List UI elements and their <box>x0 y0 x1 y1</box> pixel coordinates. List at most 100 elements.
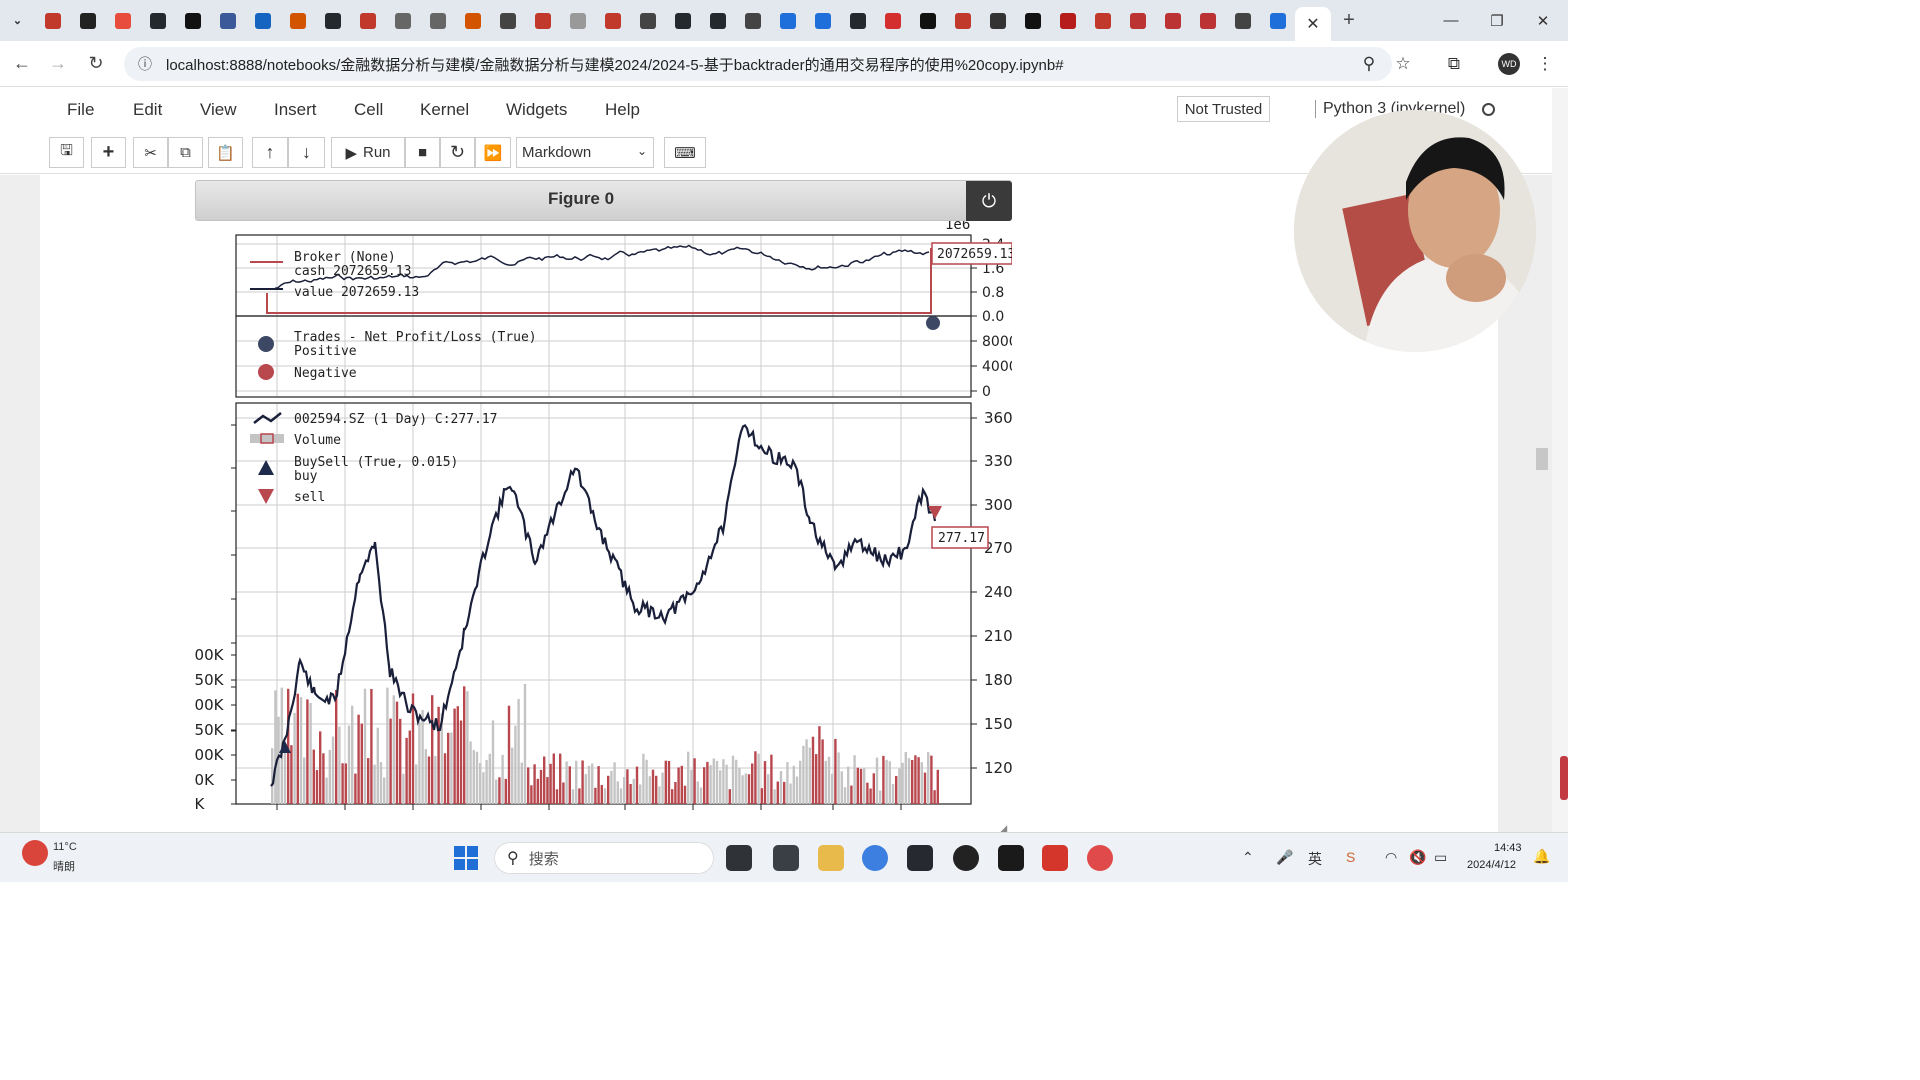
bookmark-star-icon[interactable]: ☆ <box>1395 54 1411 73</box>
inner-scrollbar-thumb[interactable] <box>1536 448 1548 470</box>
menu-edit[interactable]: Edit <box>133 100 163 119</box>
notification-icon[interactable]: 🔔 <box>1533 848 1551 864</box>
page-scrollbar[interactable] <box>1552 88 1568 832</box>
browser-tab[interactable] <box>910 0 945 41</box>
new-tab-icon[interactable]: + <box>1343 9 1355 31</box>
clock-date[interactable]: 2024/4/12 <box>1467 859 1516 871</box>
tab-list-icon[interactable]: ⌄ <box>0 0 35 41</box>
browser-tab[interactable] <box>315 0 350 41</box>
browser-tab[interactable] <box>1260 0 1295 41</box>
browser-tab[interactable] <box>700 0 735 41</box>
clock-app-icon[interactable] <box>953 845 979 871</box>
browser-tab[interactable] <box>735 0 770 41</box>
browser-tab[interactable] <box>140 0 175 41</box>
interrupt-icon[interactable]: ■ <box>405 137 440 168</box>
browser-tab[interactable] <box>280 0 315 41</box>
chrome-icon[interactable] <box>862 845 888 871</box>
menu-cell[interactable]: Cell <box>354 100 384 119</box>
restart-run-all-icon[interactable]: ⏩ <box>475 137 511 168</box>
browser-tab[interactable] <box>1120 0 1155 41</box>
browser-tab[interactable] <box>1190 0 1225 41</box>
reload-icon[interactable]: ↻ <box>88 53 104 73</box>
browser-tab[interactable] <box>630 0 665 41</box>
browser-tab[interactable] <box>980 0 1015 41</box>
resize-handle-icon[interactable]: ◢ <box>998 822 1008 836</box>
browser-tab[interactable] <box>840 0 875 41</box>
start-icon[interactable] <box>454 846 478 870</box>
power-icon[interactable]: ⏻ <box>966 181 1012 221</box>
clock-time[interactable]: 14:43 <box>1494 842 1522 854</box>
browser-tab[interactable] <box>490 0 525 41</box>
close-window-icon[interactable]: ✕ <box>1536 12 1550 30</box>
browser-tab[interactable] <box>350 0 385 41</box>
copy-icon[interactable]: ⧉ <box>168 137 203 168</box>
run-button[interactable]: ▶ Run <box>331 137 405 168</box>
site-info-icon[interactable]: ⓘ <box>138 56 152 72</box>
browser-tab[interactable] <box>770 0 805 41</box>
active-tab[interactable]: ✕ <box>1295 7 1331 41</box>
task-view-icon[interactable] <box>726 845 752 871</box>
tray-overflow-icon[interactable]: ⌃ <box>1242 849 1254 865</box>
browser-tab[interactable] <box>665 0 700 41</box>
browser-tab[interactable] <box>385 0 420 41</box>
menu-widgets[interactable]: Widgets <box>506 100 568 119</box>
back-icon[interactable]: ← <box>13 53 31 73</box>
move-up-icon[interactable]: ↑ <box>252 137 288 168</box>
taskbar-search[interactable]: ⚲ 搜索 <box>494 842 714 874</box>
browser-tab[interactable] <box>105 0 140 41</box>
cell-type-select[interactable]: Markdown ⌄ <box>516 137 654 168</box>
file-explorer-icon[interactable] <box>818 845 844 871</box>
forward-icon[interactable]: → <box>49 53 67 73</box>
move-down-icon[interactable]: ↓ <box>288 137 325 168</box>
microphone-icon[interactable]: 🎤 <box>1276 849 1294 865</box>
wps-icon[interactable] <box>1042 845 1068 871</box>
browser-tab[interactable] <box>525 0 560 41</box>
browser-tab[interactable] <box>595 0 630 41</box>
browser-tab[interactable] <box>560 0 595 41</box>
address-bar[interactable]: ⓘ localhost:8888/notebooks/金融数据分析与建模/金融数… <box>124 47 1392 81</box>
close-tab-icon[interactable]: ✕ <box>1306 16 1320 33</box>
media-player-icon[interactable] <box>998 845 1024 871</box>
browser-tab[interactable] <box>875 0 910 41</box>
browser-tab[interactable] <box>210 0 245 41</box>
weather-icon[interactable] <box>22 840 48 866</box>
insert-cell-icon[interactable]: + <box>91 137 126 168</box>
browser-tab[interactable] <box>1050 0 1085 41</box>
wifi-icon[interactable]: ◠ <box>1385 849 1398 865</box>
browser-tab[interactable] <box>455 0 490 41</box>
url-text[interactable]: localhost:8888/notebooks/金融数据分析与建模/金融数据分… <box>166 56 1064 74</box>
extensions-icon[interactable]: ⧉ <box>1447 54 1461 73</box>
browser-tab[interactable] <box>1085 0 1120 41</box>
paste-icon[interactable]: 📋 <box>208 137 243 168</box>
save-icon[interactable]: 🖫 <box>49 137 84 168</box>
restore-icon[interactable]: ❐ <box>1490 12 1504 30</box>
battery-icon[interactable]: ▭ <box>1434 849 1448 865</box>
profile-avatar[interactable]: WD <box>1492 41 1526 87</box>
terminal-app-icon[interactable] <box>773 845 799 871</box>
browser-tab[interactable] <box>35 0 70 41</box>
browser-tab[interactable] <box>1015 0 1050 41</box>
menu-help[interactable]: Help <box>605 100 640 119</box>
powershell-icon[interactable] <box>907 845 933 871</box>
browser-tab[interactable] <box>805 0 840 41</box>
browser-tab[interactable] <box>945 0 980 41</box>
volume-mute-icon[interactable]: 🔇 <box>1409 849 1427 865</box>
browser-tab[interactable] <box>1155 0 1190 41</box>
restart-icon[interactable]: ↻ <box>440 137 475 168</box>
menu-insert[interactable]: Insert <box>274 100 317 119</box>
keyboard-icon[interactable]: ⌨ <box>664 137 706 168</box>
zoom-icon[interactable]: ⚲ <box>1362 54 1376 73</box>
menu-view[interactable]: View <box>200 100 237 119</box>
page-scrollbar-thumb[interactable] <box>1560 756 1568 800</box>
menu-kernel[interactable]: Kernel <box>420 100 470 119</box>
recorder-icon[interactable] <box>1087 845 1113 871</box>
sogou-icon[interactable]: S <box>1346 849 1356 865</box>
ime-icon[interactable]: 英 <box>1308 851 1322 867</box>
browser-tab[interactable] <box>175 0 210 41</box>
browser-tab[interactable] <box>245 0 280 41</box>
browser-tab[interactable] <box>70 0 105 41</box>
cut-icon[interactable]: ✂ <box>133 137 168 168</box>
minimize-icon[interactable]: — <box>1443 12 1459 29</box>
menu-file[interactable]: File <box>67 100 95 119</box>
